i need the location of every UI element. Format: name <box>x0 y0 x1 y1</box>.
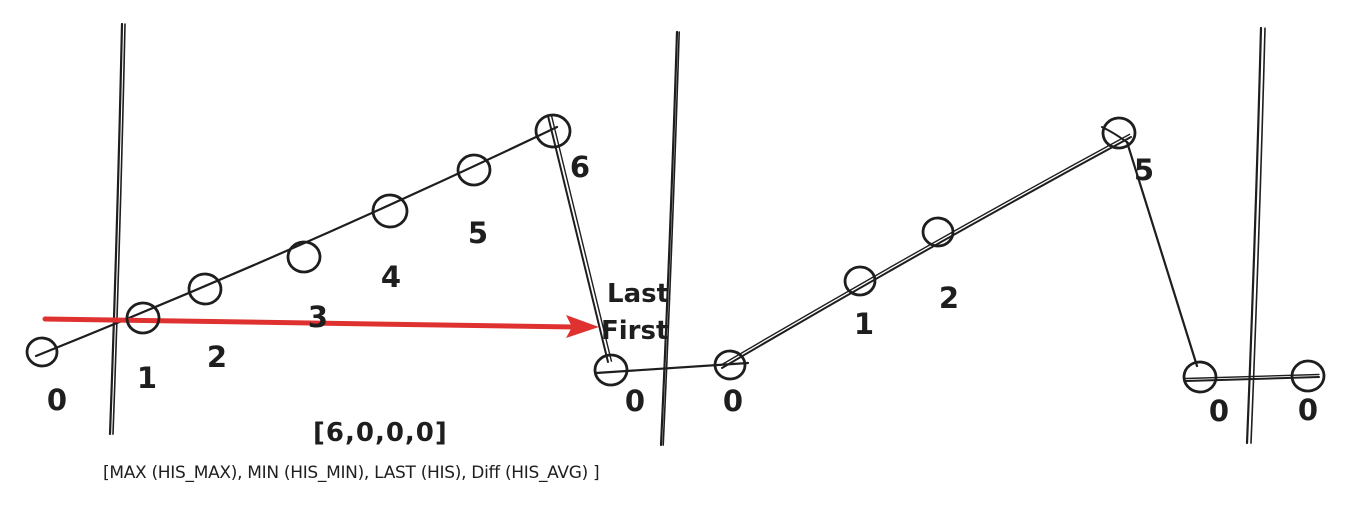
point-circle-cycle-1-4[interactable] <box>371 193 409 229</box>
point-label-cycle-1-6[interactable]: 6 <box>570 150 590 184</box>
point-circle-cycle-2-11[interactable] <box>1101 116 1137 150</box>
axis-left[interactable] <box>108 22 124 436</box>
axis-right[interactable] <box>1245 26 1263 445</box>
segment-drop-2[interactable] <box>1125 140 1199 368</box>
aggregate-values-caption[interactable]: [6,0,0,0] <box>313 418 448 448</box>
axis-left-second-pass <box>112 23 126 435</box>
point-circle-cycle-2-9[interactable] <box>843 265 877 297</box>
point-label-cycle-1-5[interactable]: 5 <box>468 216 488 250</box>
last-annotation[interactable]: Last <box>607 279 669 309</box>
point-circle-cycle-2-13[interactable] <box>1290 359 1326 393</box>
point-circle-cycle-1-5[interactable] <box>456 153 492 187</box>
point-circle-cycle-1-3[interactable] <box>286 240 322 274</box>
point-label-cycle-1-0[interactable]: 0 <box>47 383 67 417</box>
point-label-cycle-2-12[interactable]: 0 <box>1209 394 1229 428</box>
point-circle-cycle-1-0[interactable] <box>25 336 59 368</box>
point-label-cycle-1-2[interactable]: 2 <box>207 340 227 374</box>
point-circle-cycle-2-10[interactable] <box>921 216 955 248</box>
point-circle-cycle-1-7[interactable] <box>593 353 629 387</box>
point-label-cycle-1-3[interactable]: 3 <box>308 300 328 334</box>
point-label-cycle-2-11[interactable]: 5 <box>1134 153 1154 187</box>
axis-middle[interactable] <box>659 30 679 447</box>
point-label-cycle-1-7[interactable]: 0 <box>625 384 645 418</box>
first-to-last-arrow-shaft[interactable] <box>42 316 577 330</box>
aggregate-legend-caption[interactable]: [MAX (HIS_MAX), MIN (HIS_MIN), LAST (HIS… <box>103 463 600 483</box>
point-label-cycle-2-10[interactable]: 2 <box>939 281 959 315</box>
first-annotation[interactable]: First <box>601 316 668 346</box>
first-to-last-arrowhead <box>566 315 599 338</box>
segment-flat-2[interactable] <box>1185 376 1320 382</box>
point-circle-cycle-2-8[interactable] <box>713 349 747 381</box>
segment-rise-2[interactable] <box>721 136 1132 369</box>
axis-middle-second-pass <box>662 31 680 446</box>
point-label-cycle-2-9[interactable]: 1 <box>854 307 874 341</box>
axis-right-second-pass <box>1250 27 1266 444</box>
point-circle-cycle-2-12[interactable] <box>1182 360 1218 394</box>
segment-rise-2-second-pass <box>719 133 1131 367</box>
point-label-cycle-1-4[interactable]: 4 <box>381 260 401 294</box>
segment-flat-2-second-pass <box>1185 373 1320 380</box>
point-label-cycle-1-1[interactable]: 1 <box>137 361 157 395</box>
point-circle-cycle-1-6[interactable] <box>534 113 572 149</box>
point-circle-cycle-1-1[interactable] <box>125 301 161 335</box>
point-circle-cycle-1-2[interactable] <box>187 272 223 306</box>
point-label-cycle-2-13[interactable]: 0 <box>1298 393 1318 427</box>
point-label-cycle-2-8[interactable]: 0 <box>723 384 743 418</box>
